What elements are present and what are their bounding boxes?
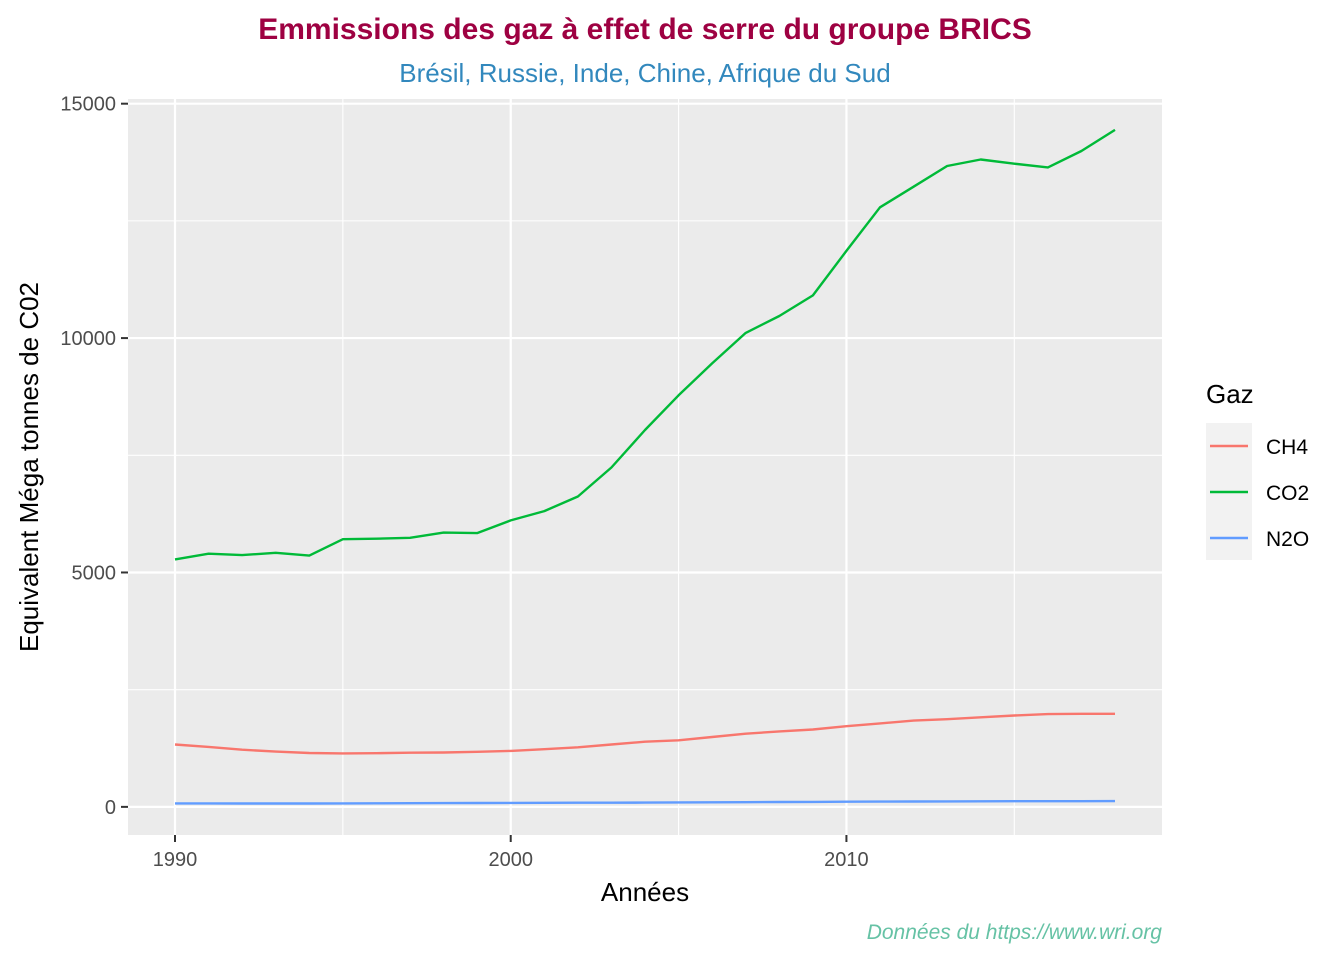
plot-panel bbox=[128, 99, 1162, 835]
x-axis-title: Années bbox=[601, 877, 689, 907]
series-line-ch4 bbox=[174, 712, 1115, 755]
legend-title: Gaz bbox=[1206, 379, 1254, 409]
x-tick-label: 2010 bbox=[824, 849, 869, 871]
series-line-co2 bbox=[174, 128, 1116, 561]
grid-minor bbox=[128, 99, 1162, 835]
chart-caption: Données du https://www.wri.org bbox=[867, 921, 1163, 944]
legend-label-co2: CO2 bbox=[1266, 482, 1309, 505]
grid-major bbox=[128, 99, 1162, 835]
y-tick-label: 0 bbox=[105, 797, 116, 819]
legend-label-ch4: CH4 bbox=[1266, 436, 1308, 459]
y-tick-label: 10000 bbox=[60, 328, 116, 350]
chart-title: Emmissions des gaz à effet de serre du g… bbox=[258, 13, 1032, 46]
legend: Gaz CH4 CO2 N2O bbox=[1206, 379, 1309, 560]
x-tick-label: 1990 bbox=[153, 849, 198, 871]
x-axis: 1990 2000 2010 bbox=[153, 835, 869, 871]
series-lines bbox=[174, 128, 1116, 805]
chart-subtitle: Brésil, Russie, Inde, Chine, Afrique du … bbox=[399, 58, 890, 88]
legend-label-n2o: N2O bbox=[1266, 528, 1309, 551]
x-tick-label: 2000 bbox=[488, 849, 533, 871]
series-line-n2o bbox=[175, 799, 1116, 805]
y-tick-label: 15000 bbox=[60, 94, 116, 116]
y-axis-title: Equivalent Méga tonnes de C02 bbox=[14, 282, 44, 652]
y-axis: 0 5000 10000 15000 bbox=[60, 94, 128, 819]
y-tick-label: 5000 bbox=[72, 562, 117, 584]
